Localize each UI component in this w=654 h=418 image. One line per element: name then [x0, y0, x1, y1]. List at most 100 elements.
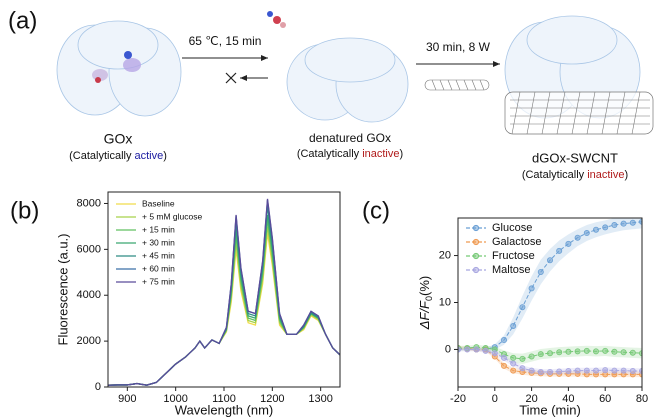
data-point	[547, 368, 554, 375]
x-tick-label: 1200	[260, 393, 284, 405]
legend-label: + 5 mM glucose	[142, 211, 203, 221]
y-tick-label: 6000	[77, 243, 101, 255]
data-point	[574, 234, 581, 241]
data-point	[620, 220, 627, 227]
legend-label: + 75 min	[142, 276, 175, 286]
series-line	[458, 346, 642, 360]
data-point	[510, 360, 517, 367]
step-label: 30 min, 8 W	[426, 40, 491, 54]
data-point	[583, 347, 590, 354]
note-text: (Catalytically	[297, 148, 360, 160]
panel-label: (a)	[8, 7, 37, 34]
note-text: (Catalytically	[69, 150, 132, 162]
data-point	[556, 247, 563, 254]
y-tick-label: 20	[439, 249, 451, 261]
structure-name: denatured GOx	[309, 131, 391, 145]
label-part: (%)	[417, 276, 432, 296]
structure-name: dGOx-SWCNT	[532, 150, 618, 165]
data-point	[510, 367, 517, 374]
data-point	[491, 350, 498, 357]
data-point	[519, 365, 526, 372]
legend-marker	[472, 266, 480, 274]
data-point	[556, 368, 563, 375]
data-point	[458, 346, 461, 353]
data-point	[565, 348, 572, 355]
plot-area	[108, 198, 340, 386]
plot-frame	[107, 191, 341, 388]
label-part: ΔF/F	[417, 300, 432, 330]
legend-label: Glucose	[492, 222, 532, 234]
hybrid-structure	[504, 15, 654, 135]
y-tick-label: 8000	[77, 197, 101, 209]
panel-label: (b)	[10, 197, 39, 224]
note-text: (Catalytically	[522, 169, 585, 181]
data-point	[639, 350, 642, 357]
step-label: 65 ℃, 15 min	[189, 34, 262, 48]
x-tick-label: 20	[525, 393, 537, 405]
data-point	[629, 219, 636, 226]
data-point	[510, 354, 517, 361]
data-point	[500, 337, 507, 344]
data-point	[482, 347, 489, 354]
x-tick-label: 60	[599, 393, 611, 405]
legend: Baseline + 5 mM glucose + 15 min + 30 min + …	[116, 198, 203, 286]
x-tick-label: 40	[562, 393, 574, 405]
note-state: active	[134, 150, 163, 162]
data-point	[574, 367, 581, 374]
y-tick-label: 2000	[77, 335, 101, 347]
data-point	[602, 224, 609, 231]
data-point	[537, 368, 544, 375]
data-point	[611, 367, 618, 374]
x-tick-label: 900	[118, 393, 136, 405]
x-axis-label: Wavelength (nm)	[175, 402, 274, 417]
plot-frame	[457, 217, 643, 388]
y-axis-label: ΔF/F0(%)	[417, 276, 434, 330]
x-tick-label: 1300	[308, 393, 332, 405]
data-point	[629, 349, 636, 356]
data-point	[611, 348, 618, 355]
plot-area	[458, 218, 642, 378]
data-point	[473, 346, 480, 353]
structure-note: (Catalytically inactive)	[522, 169, 628, 181]
data-point	[593, 367, 600, 374]
note-state: inactive	[362, 148, 399, 160]
data-point	[583, 230, 590, 237]
data-point	[519, 304, 526, 311]
chart: (b) 900 1000 1100 1200 1300 0 2000 4000 6000 8000 W…	[10, 191, 341, 417]
data-point	[611, 222, 618, 229]
data-point	[602, 347, 609, 354]
note-state: inactive	[587, 169, 624, 181]
data-point	[593, 348, 600, 355]
nanotube-icon	[424, 79, 490, 91]
y-tick-label: 0	[445, 343, 451, 355]
y-axis-label: Fluorescence (a.u.)	[55, 234, 70, 346]
y-tick-label: 0	[95, 381, 101, 393]
note-text: )	[399, 148, 403, 160]
data-point	[639, 368, 642, 375]
data-point	[574, 348, 581, 355]
legend-label: Baseline	[142, 198, 175, 208]
data-point	[565, 368, 572, 375]
legend-marker	[472, 252, 480, 260]
y-tick-label: 4000	[77, 289, 101, 301]
label-part: 0	[424, 296, 434, 301]
x-tick-label: -20	[450, 393, 466, 405]
data-point	[556, 349, 563, 356]
data-point	[528, 285, 535, 292]
structure-note: (Catalytically active)	[69, 150, 167, 162]
data-point	[593, 226, 600, 233]
y-tick-label: 10	[439, 296, 451, 308]
data-point	[565, 240, 572, 247]
data-point	[510, 322, 517, 329]
legend-label: Maltose	[492, 264, 531, 276]
panel-label: (c)	[362, 197, 390, 224]
structure-name: GOx	[104, 131, 133, 147]
data-point	[602, 367, 609, 374]
legend-label: Fructose	[492, 250, 535, 262]
data-point	[639, 218, 642, 225]
legend-label: Galactose	[492, 236, 542, 248]
x-tick-label: 0	[492, 393, 498, 405]
data-point	[629, 368, 636, 375]
data-point	[500, 354, 507, 361]
